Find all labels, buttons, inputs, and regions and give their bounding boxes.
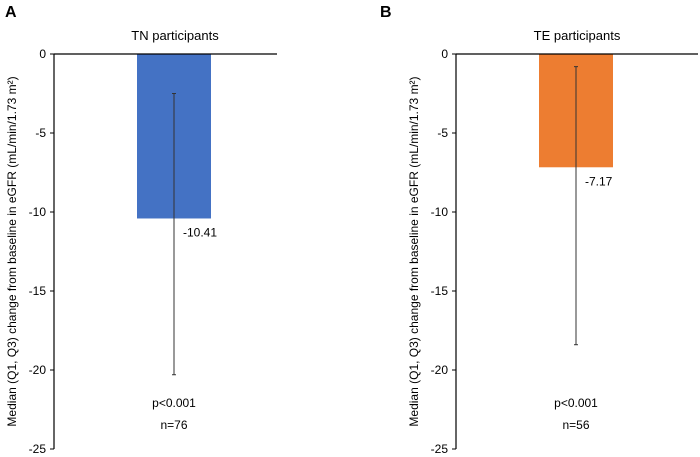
y-tick-label: -10 — [29, 205, 47, 219]
data-label: -10.41 — [183, 225, 217, 239]
y-tick-label: -5 — [437, 126, 448, 140]
chart-title: TN participants — [131, 28, 219, 43]
n-label: n=76 — [160, 418, 187, 432]
y-tick-label: -25 — [29, 442, 47, 456]
p-value-label: p<0.001 — [152, 396, 196, 410]
y-tick-label: -5 — [35, 126, 46, 140]
y-axis-label: Median (Q1, Q3) change from baseline in … — [5, 76, 19, 426]
p-value-label: p<0.001 — [554, 396, 598, 410]
data-label: -7.17 — [585, 174, 613, 188]
y-tick-label: -10 — [431, 205, 449, 219]
chart-panel-a: A TN participants 0 -5 -10 -15 -20 -25 Median (Q… — [5, 4, 277, 456]
y-tick-label: -20 — [29, 363, 47, 377]
y-axis-label: Median (Q1, Q3) change from baseline in … — [407, 76, 421, 426]
y-tick-label: 0 — [441, 47, 448, 61]
y-tick-label: 0 — [39, 47, 46, 61]
y-tick-label: -25 — [431, 442, 449, 456]
y-tick-label: -15 — [431, 284, 449, 298]
panel-label: B — [380, 4, 392, 21]
y-tick-label: -15 — [29, 284, 47, 298]
panel-label: A — [5, 4, 17, 21]
chart-title: TE participants — [534, 28, 621, 43]
chart-panel-b: B TE participants 0 -5 -10 -15 -20 -25 Median (Q… — [380, 4, 698, 456]
y-tick-label: -20 — [431, 363, 449, 377]
n-label: n=56 — [562, 418, 589, 432]
